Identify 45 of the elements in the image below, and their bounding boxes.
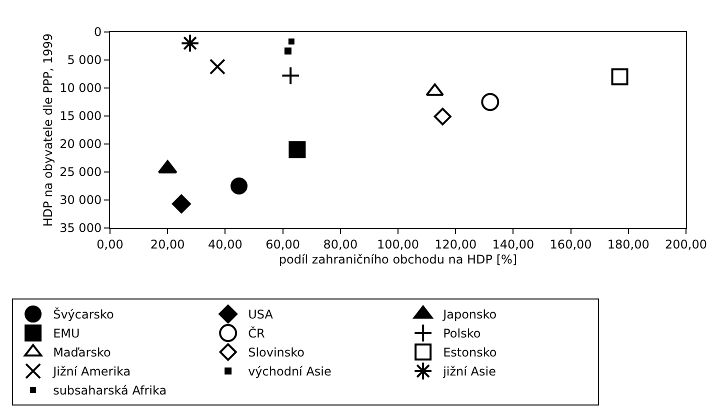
x-tick-label: 40,00 — [208, 237, 242, 252]
legend-label: Estonsko — [443, 346, 497, 360]
legend-label: Jižní Amerika — [52, 364, 131, 379]
legend-label: Polsko — [443, 326, 481, 341]
y-tick-label: 25 000 — [60, 165, 102, 180]
x-tick-label: 0,00 — [96, 237, 124, 252]
point — [281, 66, 300, 86]
x-tick-label: 20,00 — [150, 237, 185, 252]
y-axis-title: HDP na obyvatele dle PPP, 1999 — [40, 33, 55, 227]
legend-label: EMU — [53, 326, 80, 341]
point — [481, 93, 500, 111]
y-tick-label: 0 — [94, 25, 102, 40]
y-tick-label: 20 000 — [60, 137, 102, 152]
legend-label: východní Asie — [248, 364, 332, 379]
x-tick-label: 80,00 — [323, 237, 358, 252]
y-tick-label: 35 000 — [60, 221, 102, 236]
y-tick-label: 30 000 — [60, 193, 102, 208]
legend-label: subsaharská Afrika — [53, 384, 167, 398]
legend-label: Slovinsko — [248, 346, 305, 360]
point — [288, 141, 306, 158]
point — [230, 178, 248, 194]
legend-label: ČR — [248, 326, 265, 341]
x-tick-label: 60,00 — [266, 237, 300, 252]
legend-label: jižní Asie — [442, 364, 496, 379]
point — [434, 108, 452, 126]
y-tick-label: 10 000 — [60, 81, 102, 96]
x-tick-label: 100,00 — [377, 237, 419, 252]
x-tick-label: 120,00 — [434, 237, 477, 252]
point — [288, 38, 294, 45]
legend-label: Švýcarsko — [53, 306, 114, 322]
x-tick-label: 160,00 — [550, 237, 592, 252]
legend-label: Maďarsko — [53, 346, 111, 360]
point — [611, 68, 628, 86]
point — [172, 194, 191, 214]
point — [209, 58, 226, 75]
x-axis-title: podíl zahraničního obchodu na HDP [%] — [278, 252, 518, 266]
x-tick-label: 140,00 — [492, 237, 534, 252]
y-tick-label: 15 000 — [60, 109, 102, 124]
x-tick-label: 200,00 — [665, 237, 707, 252]
point — [284, 48, 292, 55]
legend-label: USA — [248, 308, 274, 322]
y-tick-label: 5 000 — [67, 53, 102, 68]
point — [180, 34, 200, 53]
legend-label: Japonsko — [442, 308, 497, 322]
x-tick-label: 180,00 — [607, 237, 650, 252]
